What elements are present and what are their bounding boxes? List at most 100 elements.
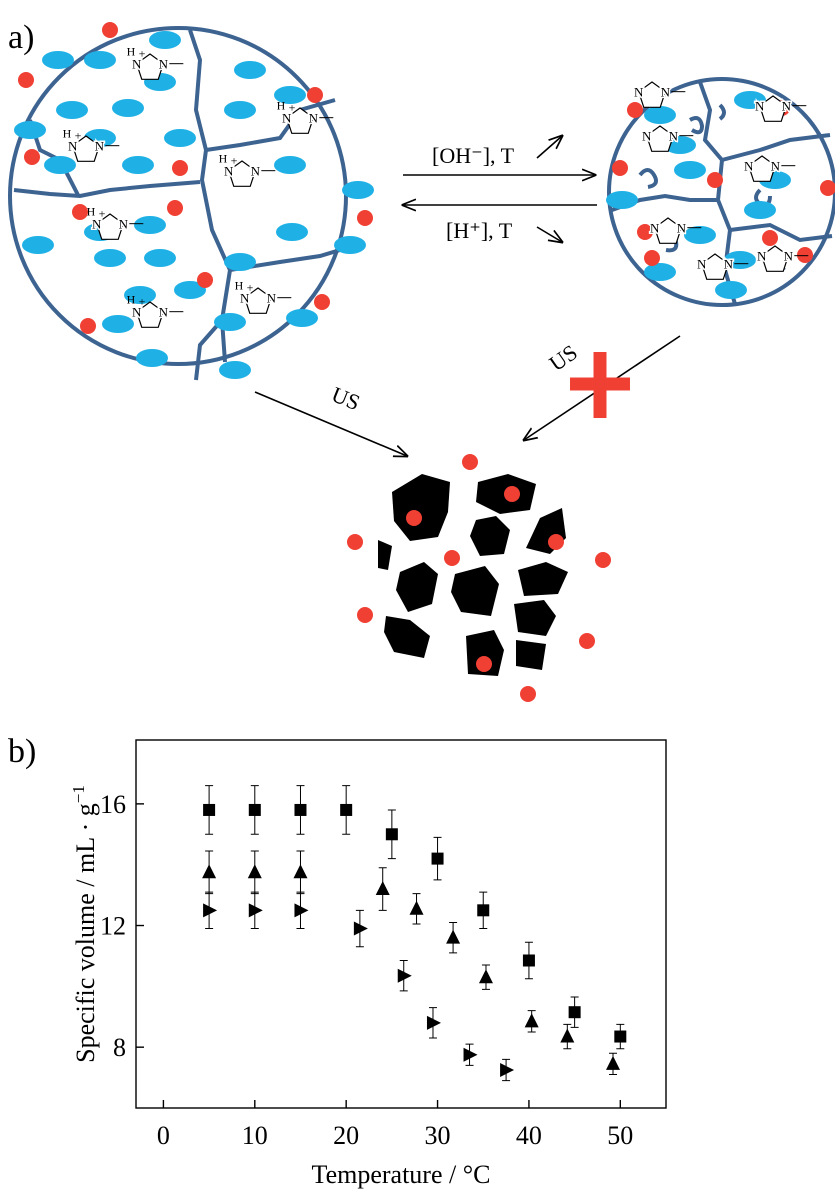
ion-red bbox=[357, 607, 373, 623]
atom-label: N bbox=[650, 221, 660, 236]
data-point bbox=[479, 969, 493, 983]
ion-red bbox=[406, 510, 422, 526]
x-axis-label: Temperature / °C bbox=[312, 1160, 491, 1189]
atom-label: N bbox=[251, 164, 261, 179]
data-point bbox=[294, 804, 306, 816]
ion-blue bbox=[644, 106, 676, 124]
ion-red bbox=[504, 486, 520, 502]
atom-label: N bbox=[744, 159, 754, 174]
data-point bbox=[249, 903, 263, 917]
data-point bbox=[525, 1013, 539, 1027]
panel-label: b) bbox=[8, 733, 36, 770]
atom-label: N bbox=[642, 129, 652, 144]
ion-blue bbox=[715, 281, 747, 299]
diagram: [OH⁻], T [H⁺], T US US NNH+NNH+NNH+NNH+N… bbox=[10, 22, 835, 702]
data-point bbox=[340, 804, 352, 816]
x-tick-label: 40 bbox=[516, 1121, 542, 1150]
atom-label: N bbox=[159, 57, 169, 72]
atom-label: H bbox=[87, 205, 96, 219]
atom-label: H bbox=[63, 127, 72, 141]
ion-blue bbox=[44, 156, 76, 174]
y-axis-label-sup: −1 bbox=[69, 785, 88, 803]
ion-blue bbox=[22, 236, 54, 254]
data-point bbox=[464, 1048, 478, 1062]
atom-label: H bbox=[127, 293, 136, 307]
atom-label: N bbox=[119, 217, 129, 232]
atom-label: N bbox=[95, 139, 105, 154]
ion-blue bbox=[14, 121, 46, 139]
ion-blue bbox=[149, 31, 181, 49]
ion-blue bbox=[144, 249, 176, 267]
ion-red bbox=[102, 22, 118, 38]
backward-label: [H⁺], T bbox=[446, 218, 513, 243]
atom-label: N bbox=[724, 257, 734, 272]
ion-red bbox=[762, 230, 778, 246]
ion-red bbox=[797, 247, 813, 263]
charge-label: + bbox=[99, 207, 106, 221]
data-point bbox=[293, 864, 307, 878]
ion-blue bbox=[234, 61, 266, 79]
atom-label: H bbox=[127, 45, 136, 59]
ion-red bbox=[707, 172, 723, 188]
ion-blue bbox=[84, 51, 116, 69]
data-point bbox=[614, 1031, 626, 1043]
atom-label: N bbox=[267, 291, 277, 306]
atom-label: N bbox=[784, 249, 794, 264]
atom-label: H bbox=[277, 99, 286, 113]
x-tick-label: 20 bbox=[333, 1121, 359, 1150]
ion-red bbox=[357, 210, 373, 226]
atom-label: H bbox=[235, 279, 244, 293]
increase-arrow bbox=[537, 136, 562, 158]
data-point bbox=[203, 804, 215, 816]
data-point bbox=[569, 1006, 581, 1018]
ion-red bbox=[595, 552, 611, 568]
ion-red bbox=[462, 454, 478, 470]
ion-blue bbox=[224, 101, 256, 119]
chart: Temperature / °C Specific volume / mL · … bbox=[69, 740, 666, 1189]
ion-red bbox=[197, 272, 213, 288]
ion-blue bbox=[136, 349, 168, 367]
data-point bbox=[376, 881, 390, 895]
ion-red bbox=[72, 204, 88, 220]
x-tick-label: 30 bbox=[425, 1121, 451, 1150]
data-point bbox=[523, 954, 535, 966]
charge-label: + bbox=[139, 47, 146, 61]
data-point bbox=[249, 804, 261, 816]
ion-red bbox=[627, 102, 643, 118]
atom-label: N bbox=[755, 99, 765, 114]
ion-red bbox=[18, 72, 34, 88]
ion-red bbox=[167, 200, 183, 216]
plot-frame bbox=[136, 740, 666, 1108]
figure: a) b) [OH⁻], T [H⁺], T US US bbox=[0, 0, 835, 1193]
data-point bbox=[354, 922, 368, 936]
ion-blue bbox=[112, 99, 144, 117]
ion-red bbox=[347, 534, 363, 550]
ion-blue bbox=[644, 263, 676, 281]
charge-label: + bbox=[247, 281, 254, 295]
atom-label: N bbox=[669, 129, 679, 144]
charge-label: + bbox=[75, 129, 82, 143]
atom-label: N bbox=[782, 99, 792, 114]
ion-red bbox=[520, 686, 536, 702]
ion-red bbox=[476, 656, 492, 672]
y-axis-label: Specific volume / mL · g−1 bbox=[69, 785, 100, 1063]
ultrasound-label: US bbox=[328, 381, 363, 415]
ion-blue bbox=[224, 253, 256, 271]
charge-label: + bbox=[139, 295, 146, 309]
atom-label: N bbox=[697, 257, 707, 272]
ion-red bbox=[644, 250, 660, 266]
ultrasound-label: US bbox=[545, 339, 582, 376]
ion-blue bbox=[94, 249, 126, 267]
data-point bbox=[560, 1029, 574, 1043]
atom-label: H bbox=[219, 152, 228, 166]
ion-blue bbox=[606, 191, 638, 209]
atom-label: N bbox=[159, 305, 169, 320]
y-tick-label: 12 bbox=[100, 912, 126, 941]
ion-blue bbox=[684, 226, 716, 244]
x-tick-label: 0 bbox=[157, 1121, 170, 1150]
data-point bbox=[500, 1063, 514, 1077]
ion-blue bbox=[744, 201, 776, 219]
data-point bbox=[606, 1056, 620, 1070]
ion-red bbox=[172, 160, 188, 176]
ion-blue bbox=[102, 315, 134, 333]
